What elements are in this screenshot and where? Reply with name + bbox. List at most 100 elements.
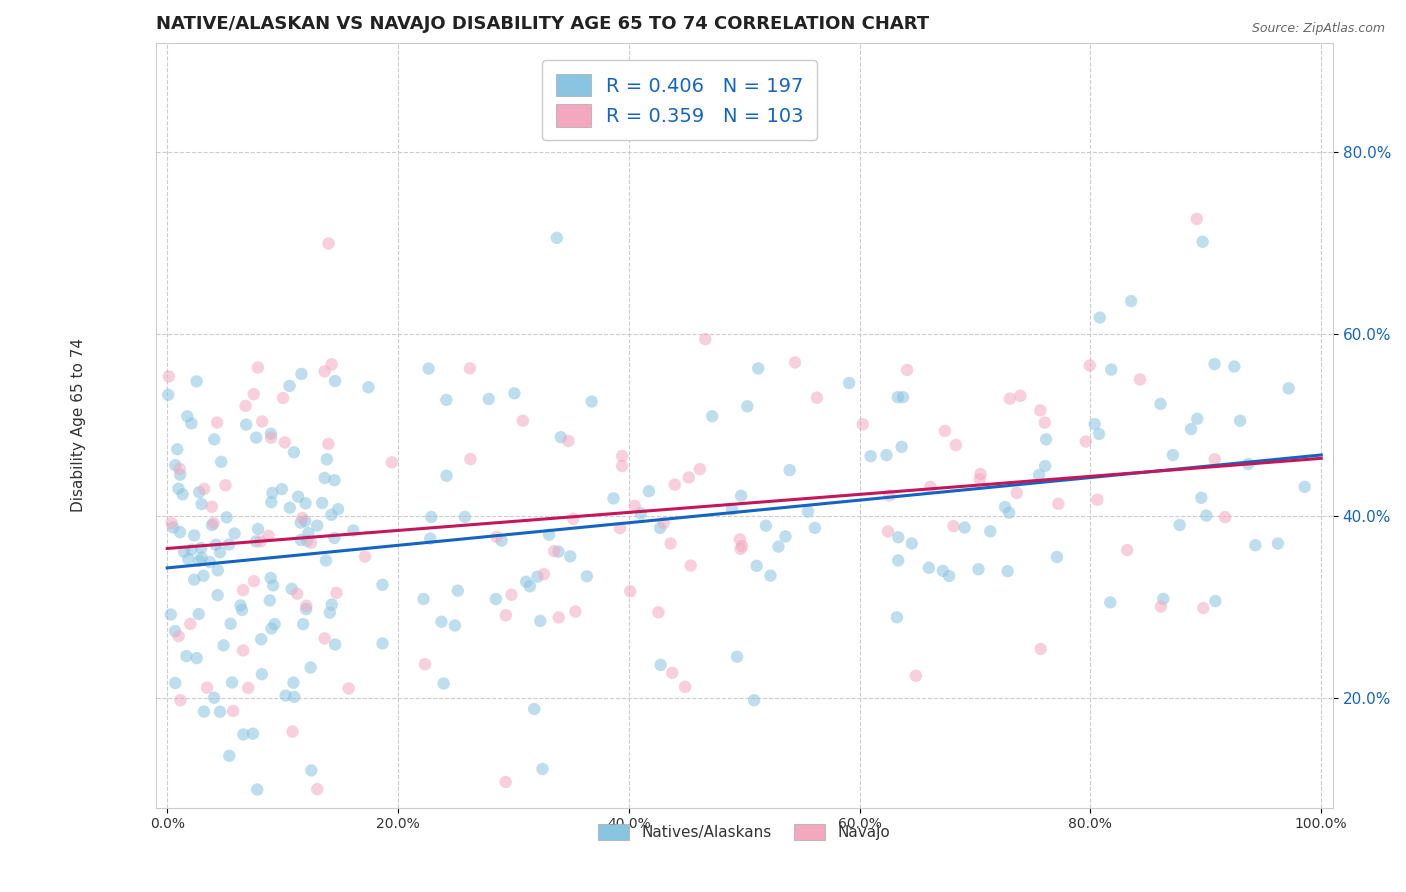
Point bbox=[630, 507, 652, 521]
Point bbox=[342, 524, 364, 538]
Point bbox=[745, 558, 768, 573]
Point bbox=[887, 553, 910, 567]
Point bbox=[295, 602, 318, 616]
Point bbox=[969, 467, 991, 481]
Point bbox=[188, 554, 211, 568]
Point bbox=[755, 518, 778, 533]
Point bbox=[232, 643, 254, 657]
Point bbox=[290, 516, 312, 530]
Point bbox=[512, 414, 534, 428]
Point bbox=[201, 518, 224, 533]
Point bbox=[550, 430, 572, 444]
Point bbox=[934, 424, 956, 438]
Point bbox=[179, 616, 201, 631]
Point bbox=[337, 681, 360, 696]
Point bbox=[260, 426, 283, 441]
Point bbox=[1033, 416, 1056, 430]
Point bbox=[689, 462, 711, 476]
Point bbox=[433, 676, 456, 690]
Point bbox=[323, 374, 346, 388]
Point bbox=[519, 579, 541, 593]
Point bbox=[271, 482, 294, 496]
Point bbox=[245, 431, 267, 445]
Point bbox=[242, 387, 264, 401]
Point bbox=[274, 689, 297, 703]
Point bbox=[1185, 211, 1208, 226]
Point bbox=[173, 545, 195, 559]
Point bbox=[190, 541, 212, 555]
Point bbox=[214, 478, 236, 492]
Point bbox=[160, 516, 183, 530]
Point bbox=[176, 649, 198, 664]
Point bbox=[678, 470, 700, 484]
Point bbox=[371, 578, 394, 592]
Point bbox=[1244, 538, 1267, 552]
Point bbox=[292, 617, 315, 632]
Point bbox=[231, 603, 253, 617]
Point bbox=[260, 571, 283, 585]
Point bbox=[1229, 414, 1251, 428]
Point bbox=[208, 545, 231, 559]
Legend: Natives/Alaskans, Navajo: Natives/Alaskans, Navajo bbox=[592, 818, 896, 846]
Point bbox=[557, 434, 579, 448]
Point bbox=[458, 361, 481, 376]
Point bbox=[242, 727, 264, 741]
Point bbox=[157, 388, 180, 402]
Point bbox=[969, 472, 991, 486]
Point bbox=[295, 533, 318, 548]
Point bbox=[311, 496, 333, 510]
Point bbox=[183, 573, 205, 587]
Point bbox=[290, 367, 312, 381]
Point bbox=[783, 355, 806, 369]
Point bbox=[232, 727, 254, 741]
Point bbox=[323, 473, 346, 487]
Point bbox=[887, 390, 910, 404]
Point bbox=[918, 561, 941, 575]
Point bbox=[1029, 642, 1052, 657]
Point bbox=[444, 618, 467, 632]
Point bbox=[730, 541, 752, 556]
Point bbox=[1088, 427, 1111, 442]
Point bbox=[165, 458, 187, 473]
Point bbox=[546, 231, 568, 245]
Point bbox=[447, 583, 470, 598]
Point bbox=[314, 471, 336, 485]
Point bbox=[1088, 310, 1111, 325]
Point bbox=[994, 500, 1017, 514]
Point bbox=[523, 702, 546, 716]
Point bbox=[193, 705, 215, 719]
Point bbox=[495, 608, 517, 623]
Point bbox=[515, 574, 537, 589]
Point bbox=[219, 616, 242, 631]
Point bbox=[222, 704, 245, 718]
Point bbox=[260, 622, 283, 636]
Point bbox=[495, 775, 517, 789]
Point bbox=[731, 539, 754, 553]
Point bbox=[775, 529, 797, 543]
Point bbox=[998, 392, 1021, 406]
Point bbox=[169, 467, 191, 482]
Point bbox=[1195, 508, 1218, 523]
Point bbox=[859, 449, 882, 463]
Point bbox=[294, 496, 316, 510]
Point bbox=[287, 490, 309, 504]
Point bbox=[278, 379, 301, 393]
Point bbox=[1129, 372, 1152, 386]
Point bbox=[1028, 467, 1050, 482]
Point bbox=[318, 236, 340, 251]
Point bbox=[193, 568, 215, 582]
Point bbox=[198, 555, 221, 569]
Point bbox=[1047, 497, 1070, 511]
Point bbox=[159, 607, 181, 622]
Point bbox=[797, 505, 820, 519]
Point bbox=[430, 615, 453, 629]
Point bbox=[201, 500, 224, 514]
Point bbox=[747, 361, 769, 376]
Point bbox=[838, 376, 860, 390]
Point bbox=[166, 442, 188, 457]
Point bbox=[235, 399, 257, 413]
Point bbox=[434, 392, 457, 407]
Point bbox=[887, 530, 910, 544]
Point bbox=[381, 455, 404, 469]
Point bbox=[195, 681, 218, 695]
